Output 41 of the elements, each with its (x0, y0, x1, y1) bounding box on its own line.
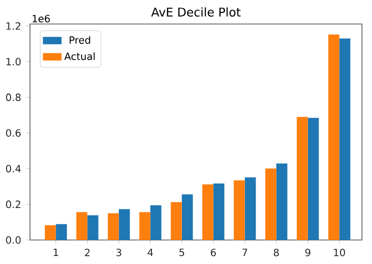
y-tick-label: 0.4 (6, 164, 21, 172)
y-tick-label: 0.6 (6, 129, 21, 137)
x-tick-label: 6 (210, 248, 216, 256)
x-tick-label: 3 (116, 248, 122, 256)
x-tick-label: 7 (242, 248, 248, 256)
legend-label: Actual (64, 52, 95, 60)
legend-label: Pred (70, 36, 90, 44)
bar (182, 194, 193, 240)
bar (56, 224, 67, 240)
bar (213, 183, 224, 240)
bar (139, 212, 150, 240)
x-tick-label: 2 (84, 248, 90, 256)
bar (118, 209, 130, 240)
x-tick-label: 8 (274, 248, 279, 256)
bar (296, 116, 308, 240)
bar (244, 177, 256, 240)
y-tick-label: 0.8 (6, 94, 21, 102)
y-tick-label: 1.2 (6, 22, 20, 30)
bar (108, 213, 119, 240)
x-tick-label: 5 (179, 248, 184, 256)
chart-title: AvE Decile Plot (151, 7, 241, 17)
x-tick-label: 9 (305, 248, 310, 256)
text: 1e6 (32, 14, 50, 22)
bar (170, 202, 182, 240)
y-tick-label: 1.0 (6, 58, 21, 66)
bar (339, 38, 350, 240)
y-tick-label: 0.2 (6, 200, 20, 208)
bar (308, 118, 319, 240)
x-tick-label: 1 (54, 248, 58, 256)
bar (234, 180, 245, 240)
bar (87, 215, 98, 240)
bar (44, 225, 56, 240)
bar (202, 184, 214, 240)
bar (265, 168, 276, 240)
bar (276, 163, 288, 240)
x-tick-label: 10 (334, 248, 345, 256)
bar (150, 205, 162, 240)
bar (76, 212, 88, 240)
x-tick-label: 4 (148, 248, 153, 256)
y-tick-label: 0.0 (6, 236, 21, 244)
bar (328, 34, 340, 240)
